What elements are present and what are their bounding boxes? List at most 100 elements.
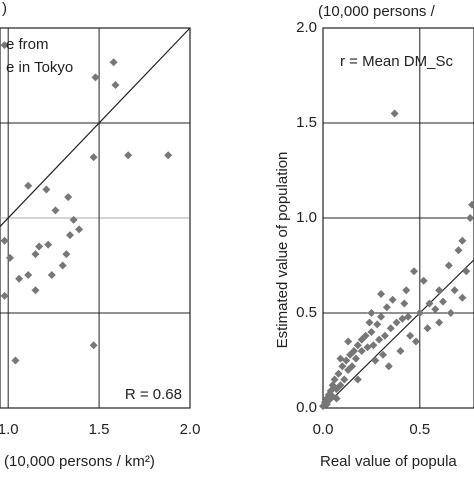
point [411, 337, 420, 346]
point [346, 350, 355, 359]
point [404, 312, 413, 321]
point [435, 318, 444, 327]
point [379, 350, 388, 359]
point [419, 276, 428, 285]
point [164, 151, 173, 160]
y-tick-label: 0.0 [296, 399, 317, 416]
point [109, 58, 118, 67]
point [64, 193, 73, 202]
point [450, 286, 459, 295]
point [423, 324, 432, 333]
point [42, 185, 51, 194]
point [6, 253, 14, 262]
point [388, 295, 397, 304]
x-tick-label: 1.0 [0, 421, 19, 438]
panel: 0.0 0.5 0.0 0.5 1.0 1.5 2.0 r = Mean DM_Sc Real … [274, 3, 474, 470]
point [371, 356, 380, 365]
point [353, 341, 362, 350]
point [357, 335, 366, 344]
point [35, 242, 44, 251]
point [124, 151, 133, 160]
point [353, 375, 362, 384]
point [75, 225, 84, 234]
point [431, 305, 440, 314]
annotation: r = Mean DM_Sc [340, 53, 453, 70]
point [47, 271, 56, 279]
point [58, 261, 67, 270]
y-axis-label: ) [2, 0, 7, 17]
annotation: R = 0.68 [125, 386, 182, 403]
point [415, 309, 424, 317]
point [367, 309, 376, 317]
point [15, 274, 24, 283]
point [357, 347, 366, 355]
x-tick-label: 2.0 [180, 421, 201, 438]
point [332, 394, 341, 403]
point [51, 206, 60, 215]
point [444, 261, 453, 270]
point [338, 362, 347, 371]
x-tick-label: 0.5 [409, 421, 430, 438]
point [462, 267, 471, 276]
point [406, 331, 415, 340]
point [458, 236, 467, 245]
point [365, 318, 374, 327]
point [402, 286, 411, 295]
point [334, 369, 343, 378]
point [111, 81, 120, 89]
panel: 1.0 1.5 2.0 e from e in Tokyo R = 0.68 (10,000… [0, 0, 200, 470]
point [425, 299, 434, 308]
point [344, 337, 353, 346]
point [24, 271, 33, 279]
x-axis-label: Real value of popula [320, 453, 457, 470]
y-axis-label: Estimated value of population [274, 152, 291, 349]
point [336, 354, 345, 363]
point [24, 181, 33, 190]
y-tick-label: 1.5 [296, 114, 317, 131]
x-tick-label: 1.5 [89, 421, 110, 438]
point [62, 250, 71, 259]
point [66, 231, 74, 240]
point [392, 318, 401, 327]
point [91, 73, 100, 82]
point [466, 214, 474, 222]
y-tick-label: 1.0 [296, 209, 317, 226]
point [377, 290, 386, 298]
point [0, 236, 9, 245]
point [336, 381, 345, 390]
point [400, 299, 409, 308]
point [380, 331, 389, 340]
point [69, 215, 78, 224]
x-tick-label: 0.0 [313, 421, 334, 438]
point [377, 312, 386, 321]
point [458, 293, 467, 302]
point [384, 362, 393, 371]
point [31, 286, 40, 295]
point [373, 320, 382, 329]
x-axis-label: (10,000 persons / km²) [4, 453, 155, 470]
reference-line [322, 259, 474, 409]
y-tick-label: 0.5 [296, 304, 317, 321]
point [435, 286, 444, 295]
point [89, 341, 98, 350]
point [348, 362, 357, 371]
point [351, 354, 360, 363]
annotation: e in Tokyo [6, 59, 73, 76]
point [375, 335, 384, 344]
point [369, 341, 378, 350]
y-tick-label: 2.0 [296, 19, 317, 36]
point [454, 246, 463, 255]
point [386, 324, 395, 333]
point [409, 267, 418, 276]
point [382, 303, 391, 312]
point [446, 309, 455, 317]
point [89, 153, 98, 162]
point [0, 291, 9, 300]
point [367, 328, 376, 336]
point [390, 109, 399, 118]
point [11, 356, 20, 365]
point [396, 347, 405, 355]
annotation: e from [6, 36, 49, 53]
reference-line [0, 27, 191, 227]
